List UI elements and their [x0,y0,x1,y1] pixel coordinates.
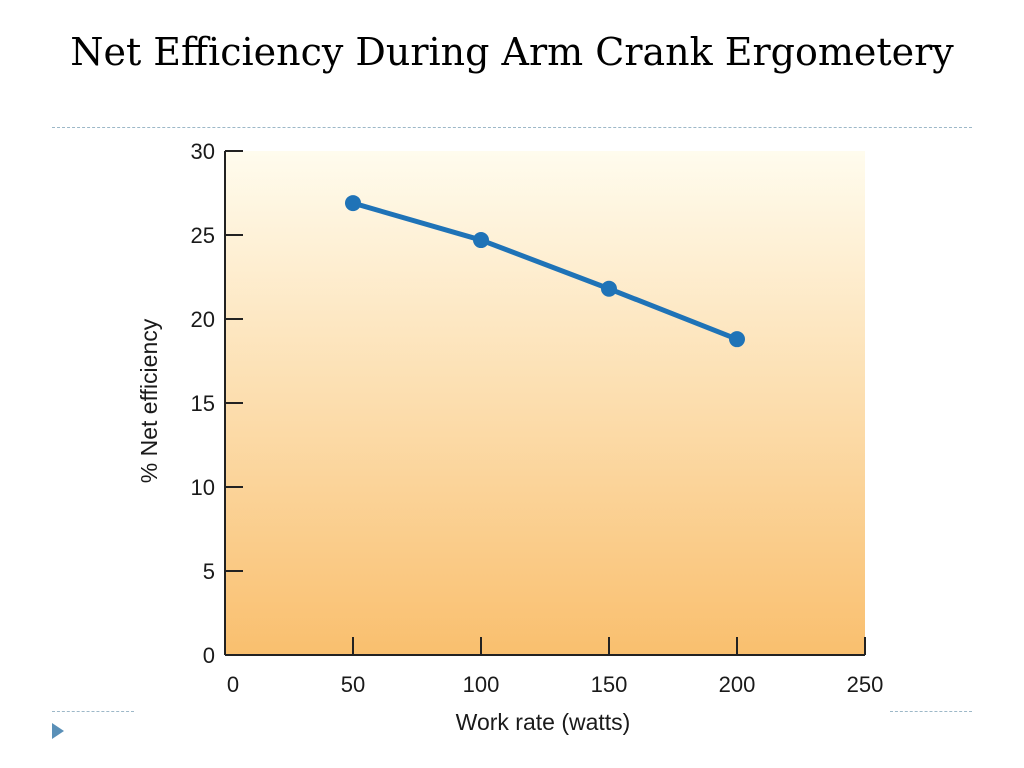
x-tick-label: 150 [591,672,628,697]
y-tick-label: 5 [203,559,215,584]
plot-background [225,151,865,655]
x-axis-label: Work rate (watts) [456,709,631,735]
top-divider [52,127,972,128]
x-tick-label: 0 [227,672,239,697]
y-axis-label: % Net efficiency [136,318,162,483]
y-tick-label: 25 [191,223,215,248]
x-tick-label: 50 [341,672,365,697]
y-tick-label: 0 [203,643,215,668]
y-tick-label: 15 [191,391,215,416]
data-point [601,280,617,297]
slide-title: Net Efficiency During Arm Crank Ergomete… [70,30,954,74]
x-tick-label: 100 [463,672,500,697]
bottom-left-divider [52,711,134,712]
data-point [473,232,489,249]
x-tick-label: 200 [719,672,756,697]
bullet-triangle-icon [52,723,64,739]
y-tick-label: 10 [191,475,215,500]
x-tick-label: 250 [847,672,884,697]
data-point [345,195,361,212]
data-point [729,331,745,348]
series-line [352,200,738,342]
bottom-right-divider [890,711,972,712]
y-tick-label: 20 [191,307,215,332]
y-tick-label: 30 [191,139,215,164]
